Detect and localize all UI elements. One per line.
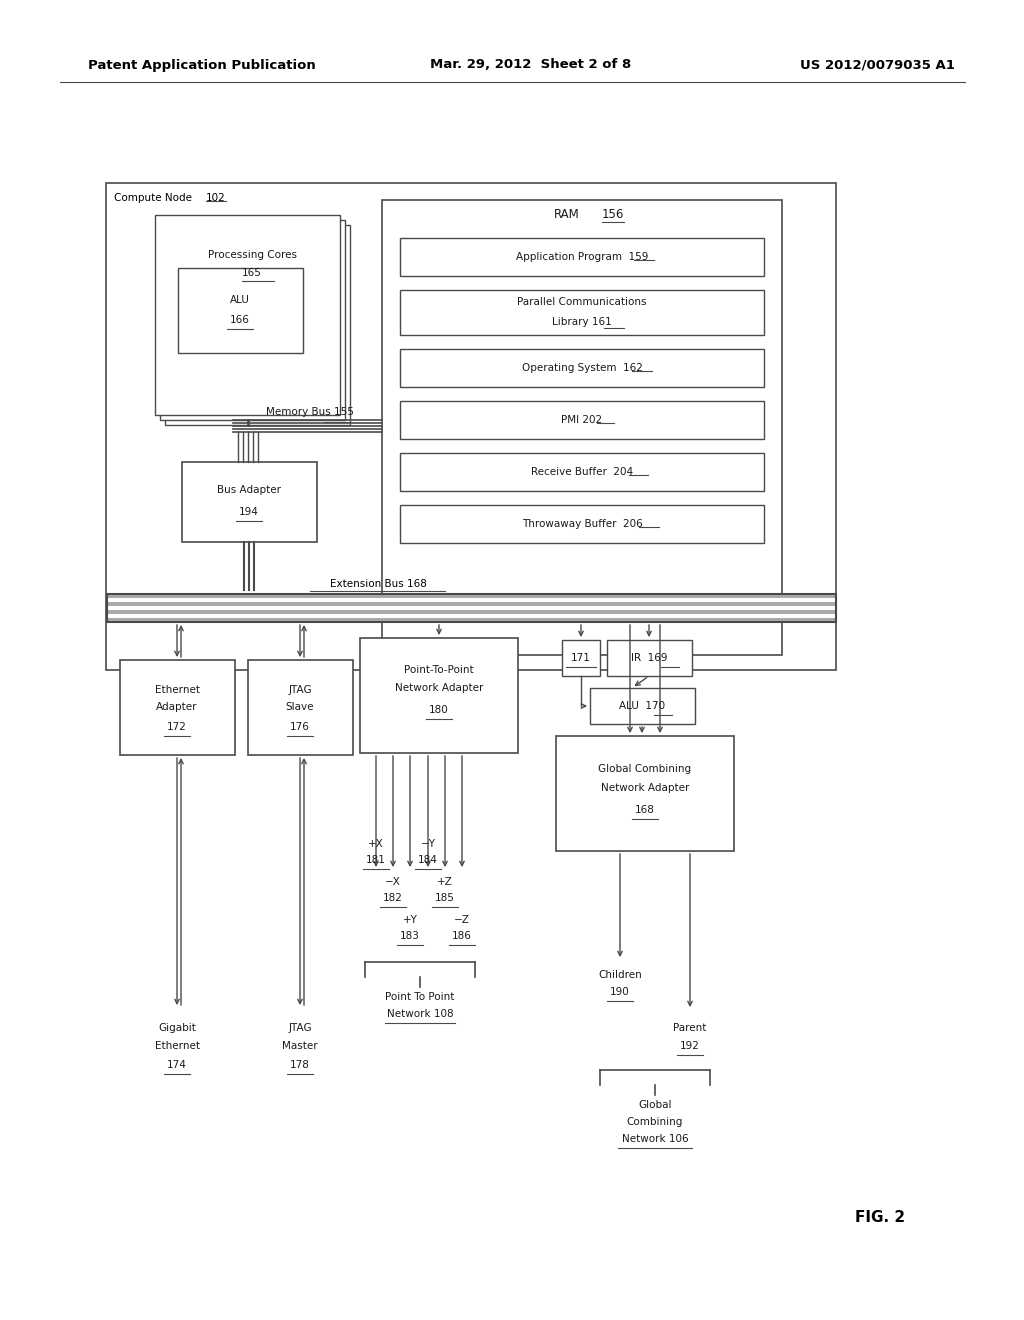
Text: 102: 102 <box>206 193 225 203</box>
Text: Network Adapter: Network Adapter <box>601 783 689 793</box>
Text: Memory Bus 155: Memory Bus 155 <box>266 407 354 417</box>
Bar <box>590 688 695 723</box>
Text: 181: 181 <box>366 855 386 865</box>
Text: 178: 178 <box>290 1060 310 1071</box>
Bar <box>360 638 518 752</box>
Text: Processing Cores: Processing Cores <box>208 249 297 260</box>
Bar <box>155 215 340 414</box>
Text: JTAG: JTAG <box>288 1023 312 1034</box>
Text: Adapter: Adapter <box>157 702 198 711</box>
Text: 165: 165 <box>242 268 262 279</box>
Text: Point To Point: Point To Point <box>385 993 455 1002</box>
Text: Children: Children <box>598 970 642 979</box>
Bar <box>562 640 600 676</box>
Text: PMI 202: PMI 202 <box>561 414 602 425</box>
Text: 183: 183 <box>400 931 420 941</box>
Text: Ethernet: Ethernet <box>155 1041 200 1051</box>
Text: Mar. 29, 2012  Sheet 2 of 8: Mar. 29, 2012 Sheet 2 of 8 <box>430 58 631 71</box>
Text: 192: 192 <box>680 1041 700 1051</box>
Bar <box>607 640 692 676</box>
Text: US 2012/0079035 A1: US 2012/0079035 A1 <box>800 58 955 71</box>
Text: Library 161: Library 161 <box>552 317 612 327</box>
Text: ALU  170: ALU 170 <box>618 701 665 711</box>
Bar <box>106 606 836 610</box>
Text: 174: 174 <box>167 1060 187 1071</box>
Bar <box>106 618 836 622</box>
Text: Ethernet: Ethernet <box>155 685 200 696</box>
Text: 166: 166 <box>230 315 250 325</box>
Bar <box>400 348 764 387</box>
Text: 180: 180 <box>429 705 449 715</box>
Bar <box>165 224 350 425</box>
Text: Network 108: Network 108 <box>387 1008 454 1019</box>
Bar <box>248 660 353 755</box>
Text: 194: 194 <box>239 507 259 517</box>
Text: Application Program  159: Application Program 159 <box>516 252 648 261</box>
Bar <box>120 660 234 755</box>
Text: Patent Application Publication: Patent Application Publication <box>88 58 315 71</box>
Bar <box>106 614 836 618</box>
Text: Network Adapter: Network Adapter <box>395 682 483 693</box>
Text: −Z: −Z <box>454 915 470 925</box>
Text: IR  169: IR 169 <box>631 653 668 663</box>
Bar <box>106 594 836 622</box>
Text: −Y: −Y <box>421 840 435 849</box>
Text: RAM: RAM <box>554 207 580 220</box>
Text: Combining: Combining <box>627 1117 683 1127</box>
Text: +Z: +Z <box>437 876 453 887</box>
Text: 176: 176 <box>290 722 310 733</box>
Text: ALU: ALU <box>230 294 250 305</box>
Text: 156: 156 <box>602 207 625 220</box>
Text: FIG. 2: FIG. 2 <box>855 1210 905 1225</box>
Bar <box>106 598 836 602</box>
Text: 186: 186 <box>452 931 472 941</box>
Text: 185: 185 <box>435 894 455 903</box>
Bar <box>178 268 303 352</box>
Text: +Y: +Y <box>402 915 418 925</box>
Bar <box>182 462 317 543</box>
Text: 190: 190 <box>610 987 630 997</box>
Text: Master: Master <box>283 1041 317 1051</box>
Text: 171: 171 <box>571 653 591 663</box>
Text: Gigabit: Gigabit <box>158 1023 196 1034</box>
Bar <box>400 238 764 276</box>
Text: −X: −X <box>385 876 401 887</box>
Text: 172: 172 <box>167 722 187 733</box>
Text: Operating System  162: Operating System 162 <box>521 363 642 374</box>
Bar <box>400 401 764 440</box>
Text: Point-To-Point: Point-To-Point <box>404 665 474 675</box>
Text: Parallel Communications: Parallel Communications <box>517 297 647 308</box>
Bar <box>160 220 345 420</box>
Bar <box>106 610 836 614</box>
Bar <box>106 594 836 598</box>
Text: Global Combining: Global Combining <box>598 764 691 774</box>
Text: 168: 168 <box>635 805 655 814</box>
Text: Slave: Slave <box>286 702 314 711</box>
Text: +X: +X <box>368 840 384 849</box>
Bar <box>556 737 734 851</box>
Bar <box>400 290 764 335</box>
Text: Throwaway Buffer  206: Throwaway Buffer 206 <box>521 519 642 529</box>
Bar <box>106 602 836 606</box>
Text: Receive Buffer  204: Receive Buffer 204 <box>530 467 633 477</box>
Bar <box>400 453 764 491</box>
Text: Compute Node: Compute Node <box>114 193 193 203</box>
Text: Bus Adapter: Bus Adapter <box>217 484 281 495</box>
Bar <box>400 506 764 543</box>
Bar <box>382 201 782 655</box>
Text: 182: 182 <box>383 894 402 903</box>
Text: JTAG: JTAG <box>288 685 312 696</box>
Text: Global: Global <box>638 1100 672 1110</box>
Text: Network 106: Network 106 <box>622 1134 688 1144</box>
Text: Parent: Parent <box>674 1023 707 1034</box>
Text: Extension Bus 168: Extension Bus 168 <box>330 579 426 589</box>
Text: 184: 184 <box>418 855 438 865</box>
Bar <box>106 183 836 671</box>
